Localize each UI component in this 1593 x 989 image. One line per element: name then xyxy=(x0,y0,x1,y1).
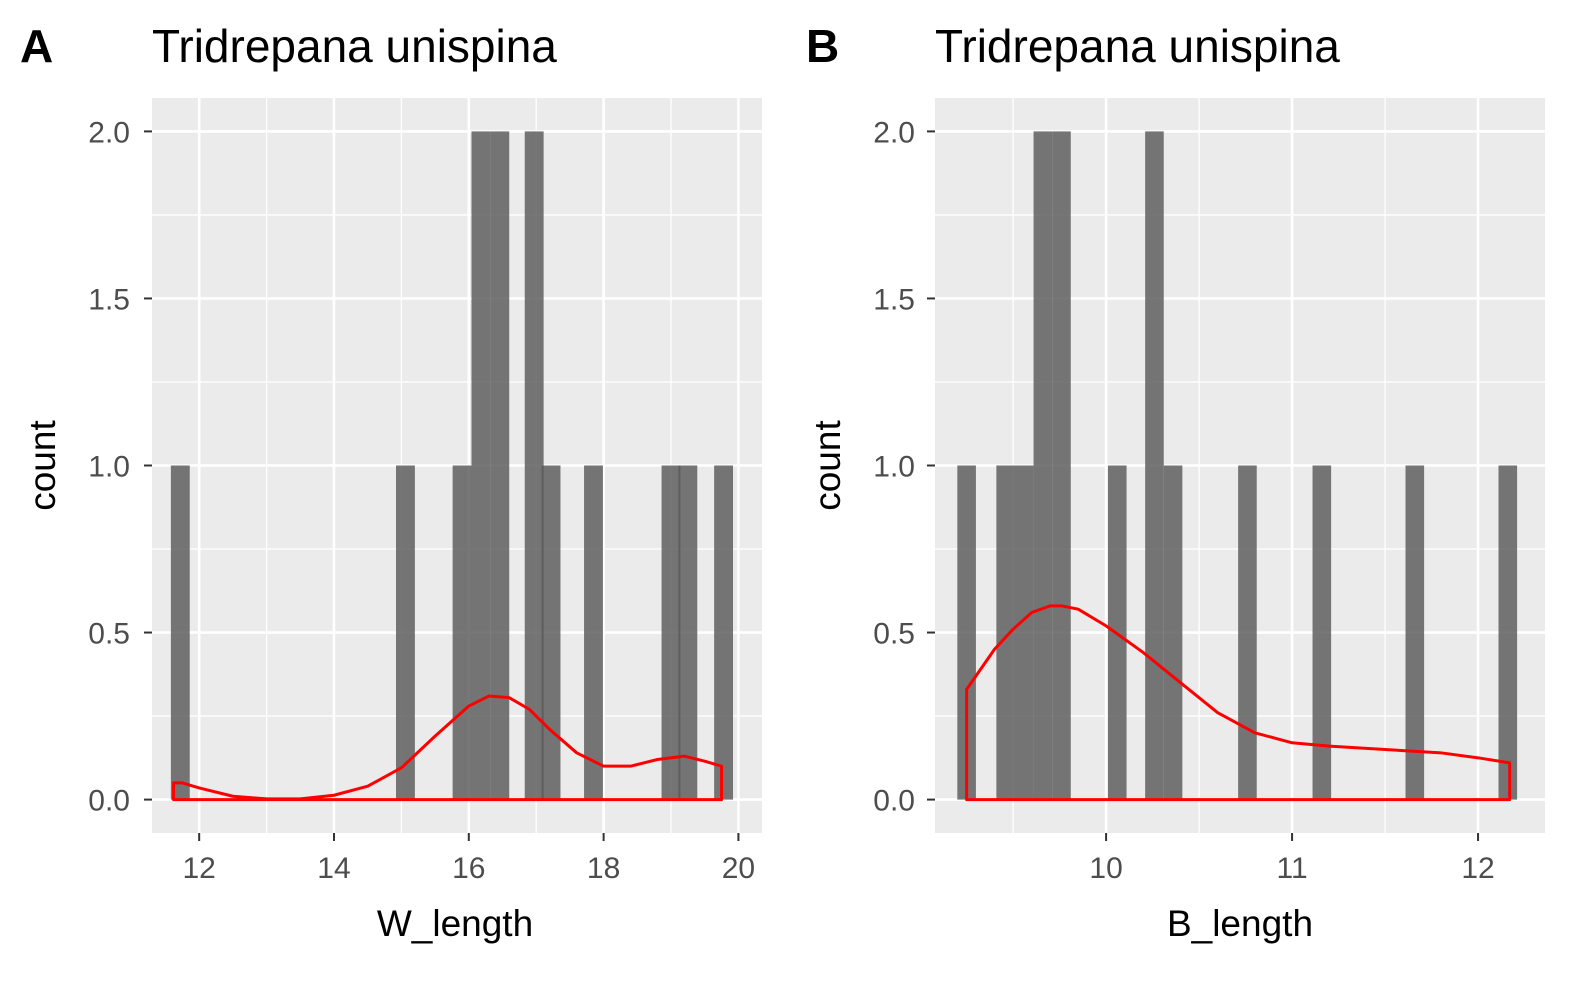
density-curve xyxy=(965,604,1512,802)
panel-a: 0.0 0.5 1.0 1.5 2.0 12 14 16 18 20 W_length count A T… xyxy=(20,20,762,944)
histogram-bar xyxy=(584,465,603,800)
y-axis-title: count xyxy=(807,420,848,511)
x-tick-label: 11 xyxy=(1276,852,1307,885)
histogram-bar xyxy=(524,131,544,800)
histogram-bar xyxy=(996,465,1015,800)
histogram-bar xyxy=(957,465,976,800)
histogram-bar xyxy=(1033,131,1053,800)
x-tick-label: 12 xyxy=(182,852,215,885)
y-axis-title: count xyxy=(22,420,63,511)
y-tick-label: 1.5 xyxy=(873,283,915,316)
y-tick-label: 1.0 xyxy=(88,451,130,484)
histogram-bar xyxy=(1014,465,1034,800)
panel-tag: A xyxy=(20,20,53,72)
x-tick-label: 16 xyxy=(452,852,485,885)
y-tick-label: 1.0 xyxy=(873,451,915,484)
histogram-bar xyxy=(1312,465,1332,800)
x-axis-title: W_length xyxy=(377,903,533,944)
x-tick-label: 12 xyxy=(1461,852,1494,885)
histogram-bar xyxy=(471,131,491,800)
panel-b: 0.0 0.5 1.0 1.5 2.0 10 11 12 B_length count B Tridr… xyxy=(806,20,1545,944)
histogram-bar xyxy=(490,131,510,800)
y-tick-label: 2.0 xyxy=(88,116,130,149)
chart-title: Tridrepana unispina xyxy=(935,20,1340,72)
histogram-bar xyxy=(1163,465,1183,800)
y-tick-label: 0.5 xyxy=(873,618,915,651)
y-tick-label: 0.0 xyxy=(88,785,130,818)
histogram-bar xyxy=(170,465,190,800)
histogram-bar xyxy=(1052,131,1071,800)
histogram-bar xyxy=(452,465,472,800)
density-curve xyxy=(172,694,724,802)
histogram-bar xyxy=(661,465,681,800)
panel-tag: B xyxy=(806,20,839,72)
y-tick-label: 2.0 xyxy=(873,116,915,149)
histogram-bar xyxy=(396,465,415,800)
histogram-bar xyxy=(678,465,698,800)
histogram-bar xyxy=(1145,131,1164,800)
histogram-bar xyxy=(1238,465,1257,800)
histogram-bar xyxy=(1405,465,1425,800)
x-axis-title: B_length xyxy=(1167,903,1313,944)
histogram-bar xyxy=(714,465,734,800)
y-tick-label: 0.5 xyxy=(88,618,130,651)
histogram-bar xyxy=(1498,465,1518,800)
y-tick-label: 0.0 xyxy=(873,785,915,818)
x-tick-label: 10 xyxy=(1089,852,1122,885)
x-tick-label: 14 xyxy=(317,852,350,885)
chart-title: Tridrepana unispina xyxy=(152,20,557,72)
y-tick-label: 1.5 xyxy=(88,283,130,316)
histogram-bar xyxy=(541,465,561,800)
x-tick-label: 18 xyxy=(587,852,620,885)
x-tick-label: 20 xyxy=(722,852,755,885)
